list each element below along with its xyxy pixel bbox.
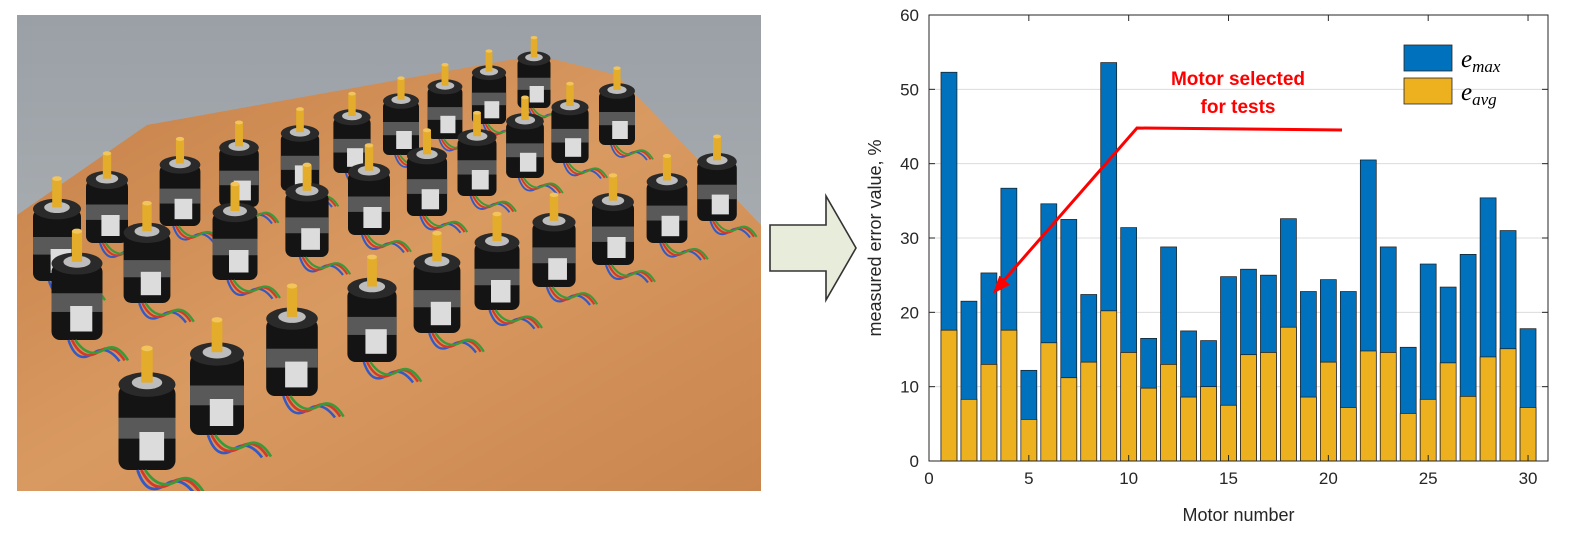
y-tick-label: 60 bbox=[900, 6, 919, 25]
bar-eavg bbox=[1220, 404, 1237, 462]
legend: emax eavg bbox=[1403, 44, 1501, 109]
stepper-motor-icon bbox=[51, 228, 130, 363]
stepper-motor-icon bbox=[118, 345, 205, 491]
x-tick-label: 25 bbox=[1419, 469, 1438, 488]
x-tick-label: 10 bbox=[1119, 469, 1138, 488]
stepper-motor-icon bbox=[219, 120, 280, 225]
stepper-motor-icon bbox=[266, 283, 345, 419]
bar-eavg bbox=[940, 329, 958, 462]
bar-eavg bbox=[1499, 348, 1517, 462]
legend-label-eavg: eavg bbox=[1461, 79, 1497, 109]
annotation-pointer-line bbox=[999, 126, 1343, 285]
bar-eavg bbox=[1519, 407, 1537, 462]
annotation-line2: for tests bbox=[1201, 97, 1276, 118]
bar-eavg bbox=[1280, 326, 1297, 462]
stepper-motor-icon bbox=[599, 66, 654, 161]
x-tick-label: 20 bbox=[1319, 469, 1338, 488]
stepper-motor-icon bbox=[506, 95, 564, 195]
x-tick-label: 0 bbox=[924, 469, 933, 488]
stepper-motor-icon bbox=[592, 173, 656, 284]
annotation-arrowhead bbox=[992, 275, 1010, 294]
bar-eavg bbox=[980, 364, 998, 462]
stepper-motor-icon bbox=[347, 254, 423, 384]
y-tick-label: 20 bbox=[900, 303, 919, 322]
bar-eavg bbox=[1060, 377, 1078, 462]
stepper-motor-icon bbox=[190, 317, 273, 459]
stepper-motor-icon bbox=[532, 192, 599, 306]
legend-label-emax: emax bbox=[1461, 46, 1501, 76]
stepper-motor-icon bbox=[646, 153, 709, 261]
bar-eavg bbox=[1240, 354, 1257, 462]
legend-eavg-base: e bbox=[1461, 79, 1472, 106]
stepper-motor-icon bbox=[348, 143, 412, 254]
bar-eavg bbox=[1180, 396, 1197, 462]
bar-eavg bbox=[960, 398, 978, 462]
stepper-motor-icon bbox=[212, 181, 281, 300]
bar-eavg bbox=[1020, 419, 1038, 462]
legend-emax-sub: max bbox=[1472, 57, 1501, 76]
x-tick-label: 5 bbox=[1024, 469, 1033, 488]
legend-swatch-emax bbox=[1403, 44, 1453, 72]
bar-eavg bbox=[1140, 387, 1157, 462]
stepper-motor-icon bbox=[159, 136, 222, 244]
right-arrow-icon bbox=[769, 193, 857, 303]
annotation: Motor selected for tests bbox=[992, 69, 1343, 294]
y-axis-label: measured error value, % bbox=[865, 139, 885, 336]
stepper-motor-icon bbox=[123, 200, 195, 324]
bar-eavg bbox=[1000, 329, 1018, 462]
stepper-motor-icon bbox=[427, 63, 481, 155]
y-tick-label: 30 bbox=[900, 229, 919, 248]
x-axis-ticks: 0 5 10 15 20 25 30 bbox=[924, 15, 1537, 488]
stepper-motors-photo bbox=[17, 15, 761, 491]
bar-eavg bbox=[1479, 356, 1497, 462]
bar-eavg bbox=[1419, 398, 1437, 462]
bar-eavg bbox=[1320, 361, 1337, 462]
bar-eavg bbox=[1100, 310, 1118, 462]
bar-eavg bbox=[1359, 350, 1377, 462]
x-axis-label: Motor number bbox=[1182, 505, 1294, 525]
eavg-bars bbox=[940, 310, 1537, 462]
bar-eavg bbox=[1120, 352, 1138, 462]
bar-eavg bbox=[1160, 364, 1177, 462]
legend-eavg-sub: avg bbox=[1472, 90, 1497, 109]
stepper-motor-icon bbox=[474, 211, 543, 330]
stepper-motor-icon bbox=[457, 110, 517, 213]
stepper-motor-icon bbox=[471, 49, 524, 139]
bar-eavg bbox=[1200, 386, 1217, 462]
legend-swatch-eavg bbox=[1403, 77, 1453, 105]
stepper-motor-icon bbox=[697, 134, 758, 239]
legend-emax-base: e bbox=[1461, 46, 1472, 73]
bar-eavg bbox=[1459, 395, 1477, 462]
stepper-motor-icon bbox=[285, 162, 352, 276]
bar-eavg bbox=[1300, 396, 1317, 462]
y-tick-label: 10 bbox=[900, 378, 919, 397]
y-tick-label: 40 bbox=[900, 155, 919, 174]
x-tick-label: 30 bbox=[1519, 469, 1538, 488]
y-axis-ticks: 0 10 20 30 40 50 60 bbox=[900, 6, 1548, 471]
annotation-line1: Motor selected bbox=[1171, 69, 1305, 90]
y-tick-label: 0 bbox=[910, 452, 919, 471]
bar-eavg bbox=[1339, 407, 1357, 462]
bar-eavg bbox=[1399, 413, 1417, 462]
x-tick-label: 15 bbox=[1219, 469, 1238, 488]
bar-eavg bbox=[1439, 362, 1457, 462]
y-tick-label: 50 bbox=[900, 80, 919, 99]
stepper-motor-icon bbox=[383, 76, 438, 171]
stepper-motor-icon bbox=[406, 128, 469, 234]
stepper-motor-icon bbox=[413, 230, 485, 354]
bar-eavg bbox=[1040, 342, 1058, 462]
bar-eavg bbox=[1080, 361, 1098, 462]
stepper-motor-icon bbox=[551, 81, 608, 180]
bar-eavg bbox=[1379, 352, 1397, 462]
bar-eavg bbox=[1260, 352, 1277, 462]
